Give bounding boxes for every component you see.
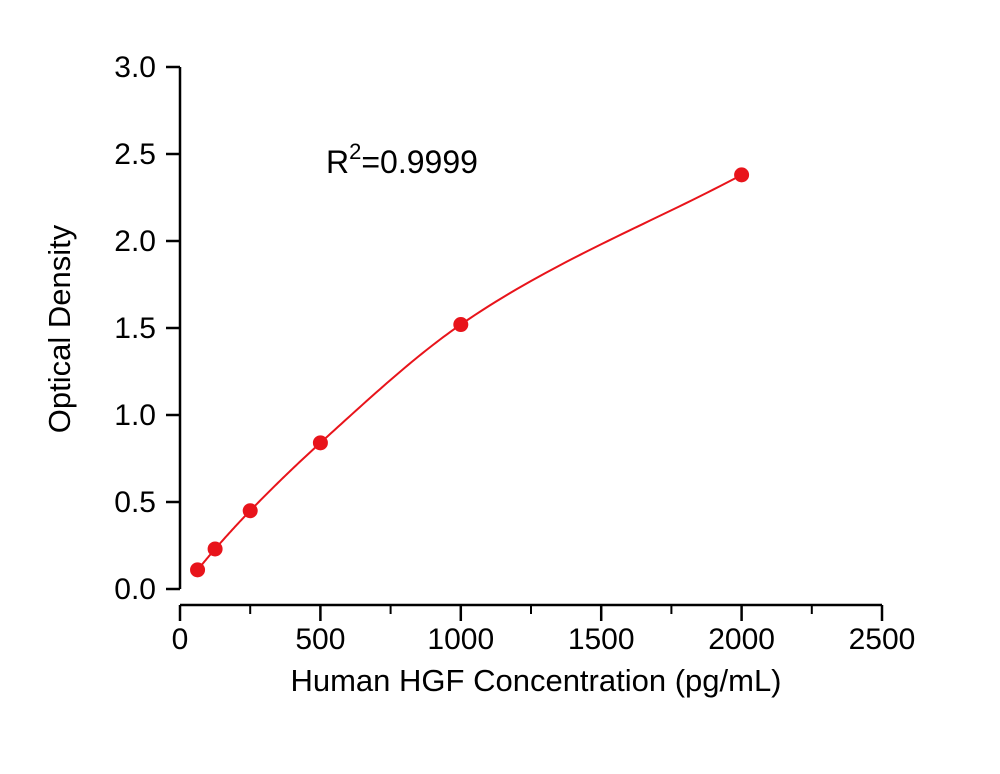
- x-tick-label: 1000: [427, 623, 494, 656]
- axes: [178, 67, 882, 607]
- y-tick-label: 1.5: [114, 312, 156, 345]
- x-tick-label: 500: [295, 623, 345, 656]
- y-axis-label: Optical Density: [42, 224, 77, 433]
- r-squared-annotation: R2=0.9999: [326, 139, 478, 180]
- fit-curve: [196, 173, 743, 571]
- data-point: [242, 503, 258, 519]
- r-squared-value: =0.9999: [361, 144, 478, 180]
- data-point: [190, 562, 206, 578]
- x-tick-label: 1500: [568, 623, 635, 656]
- y-tick-label: 1.0: [114, 399, 156, 432]
- data-points: [190, 167, 750, 578]
- ticks: 0.0 0.5 1.0 1.5 2.0 2.5 3.0 0 500 1000 1500 2000 250…: [114, 51, 915, 656]
- y-tick-label: 0.0: [114, 573, 156, 606]
- y-tick-label: 3.0: [114, 51, 156, 84]
- r-squared-base: R: [326, 144, 349, 180]
- data-point: [734, 167, 750, 183]
- x-tick-label: 0: [172, 623, 189, 656]
- x-axis-label: Human HGF Concentration (pg/mL): [290, 663, 781, 698]
- r-squared-superscript: 2: [349, 139, 361, 164]
- fit-curve-layer: [196, 173, 743, 571]
- data-point: [453, 317, 469, 333]
- y-tick-label: 2.0: [114, 225, 156, 258]
- x-tick-label: 2500: [849, 623, 916, 656]
- data-point: [312, 435, 328, 451]
- y-tick-label: 0.5: [114, 486, 156, 519]
- y-tick-label: 2.5: [114, 138, 156, 171]
- x-tick-label: 2000: [708, 623, 775, 656]
- data-point: [207, 541, 223, 557]
